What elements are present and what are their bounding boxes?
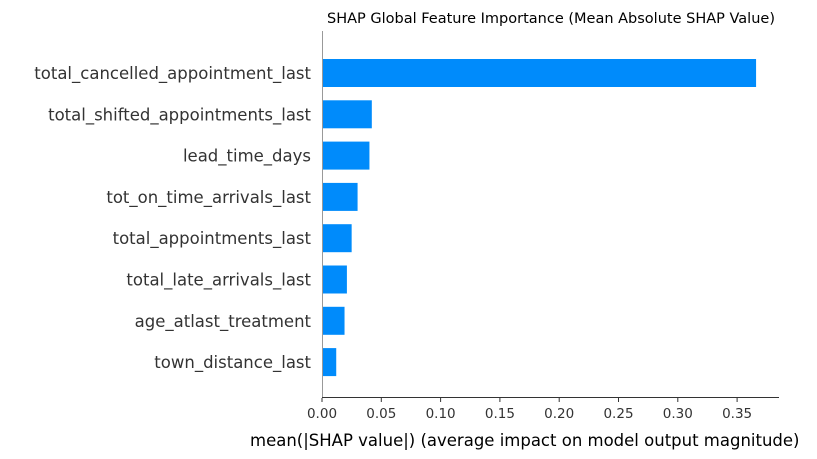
bars-layer xyxy=(323,59,757,377)
x-ticks: 0.00 0.05 0.10 0.15 0.20 0.25 0.30 0.35 xyxy=(307,398,752,422)
y-tick-label-lead_time_days: lead_time_days xyxy=(183,147,311,167)
bar-total_appointments_last xyxy=(323,224,352,253)
bar-total_cancelled_appointment_last xyxy=(323,59,757,87)
y-tick-label-town_distance_last: town_distance_last xyxy=(154,353,311,373)
x-tick-label-0.10: 0.10 xyxy=(426,406,456,422)
y-tick-label-total_cancelled_appointment_last: total_cancelled_appointment_last xyxy=(34,64,311,84)
y-tick-labels: total_cancelled_appointment_last total_sh… xyxy=(34,64,311,373)
y-tick-label-total_shifted_appointments_last: total_shifted_appointments_last xyxy=(48,105,311,125)
bar-town_distance_last xyxy=(323,348,337,377)
x-tick-label-0.25: 0.25 xyxy=(603,406,633,422)
bar-lead_time_days xyxy=(323,141,370,170)
y-tick-label-tot_on_time_arrivals_last: tot_on_time_arrivals_last xyxy=(106,188,311,208)
x-tick-label-0.35: 0.35 xyxy=(722,406,752,422)
bar-total_late_arrivals_last xyxy=(323,265,347,294)
x-tick-label-0.15: 0.15 xyxy=(485,406,515,422)
y-tick-label-total_late_arrivals_last: total_late_arrivals_last xyxy=(126,271,311,291)
x-tick-label-0.20: 0.20 xyxy=(544,406,574,422)
bar-tot_on_time_arrivals_last xyxy=(323,182,358,211)
x-tick-label-0.00: 0.00 xyxy=(307,406,337,422)
bar-age_atlast_treatment xyxy=(323,306,345,335)
chart-title: SHAP Global Feature Importance (Mean Abs… xyxy=(327,11,775,27)
bar-total_shifted_appointments_last xyxy=(323,100,372,129)
x-axis-label: mean(|SHAP value|) (average impact on mo… xyxy=(250,431,800,450)
y-tick-label-total_appointments_last: total_appointments_last xyxy=(113,229,312,249)
y-tick-label-age_atlast_treatment: age_atlast_treatment xyxy=(135,312,312,332)
x-tick-label-0.05: 0.05 xyxy=(366,406,396,422)
x-tick-label-0.30: 0.30 xyxy=(663,406,693,422)
